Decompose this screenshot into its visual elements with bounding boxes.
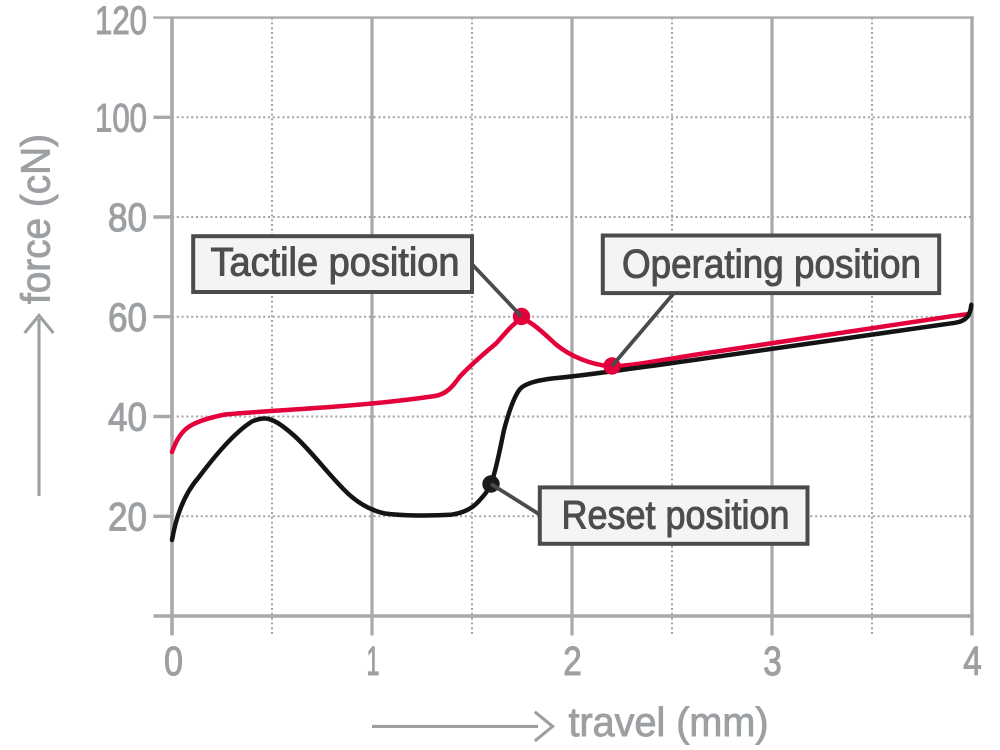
svg-text:Tactile position: Tactile position [211, 241, 460, 285]
svg-text:20: 20 [108, 495, 147, 539]
svg-text:force (cN): force (cN) [13, 134, 59, 304]
svg-text:120: 120 [95, 0, 147, 43]
svg-text:travel (mm): travel (mm) [569, 699, 769, 745]
svg-text:2: 2 [563, 638, 582, 684]
svg-text:1: 1 [367, 638, 380, 684]
svg-text:3: 3 [763, 638, 782, 684]
svg-text:Reset position: Reset position [562, 493, 790, 537]
svg-text:40: 40 [108, 396, 147, 440]
svg-text:80: 80 [108, 196, 147, 240]
svg-text:4: 4 [963, 638, 982, 684]
svg-text:0: 0 [164, 638, 183, 684]
svg-text:Operating position: Operating position [622, 243, 921, 287]
svg-text:60: 60 [108, 296, 147, 340]
svg-text:100: 100 [95, 96, 147, 140]
